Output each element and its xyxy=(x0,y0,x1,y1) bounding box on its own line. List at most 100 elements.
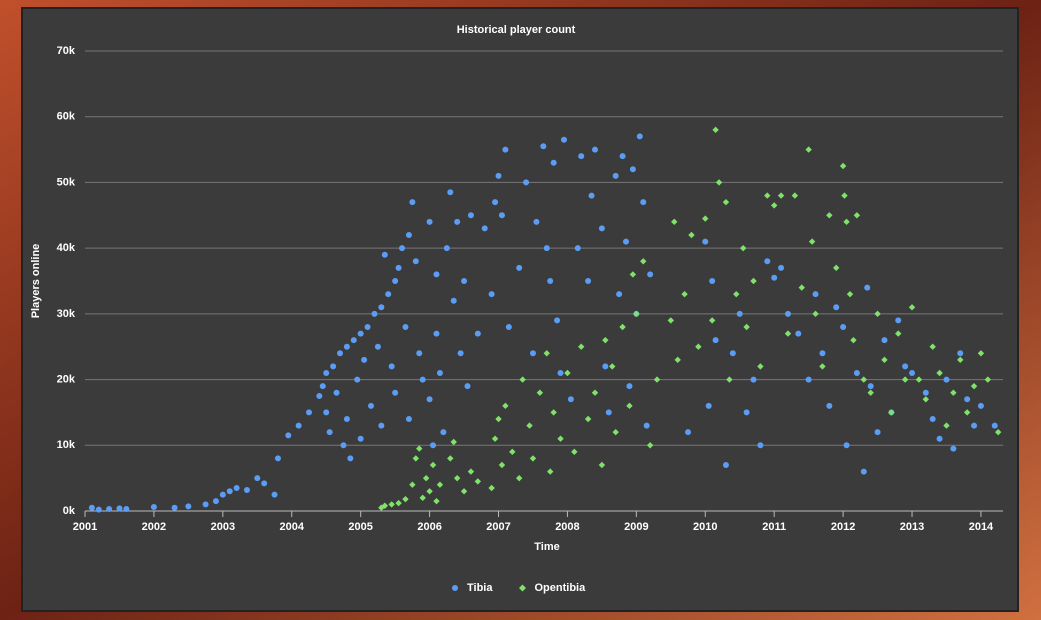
point xyxy=(640,199,647,206)
point xyxy=(150,504,157,511)
point xyxy=(350,337,357,344)
x-tick-label: 2009 xyxy=(624,521,648,533)
point xyxy=(516,264,523,271)
point xyxy=(371,310,378,317)
point xyxy=(426,488,433,495)
point xyxy=(702,238,709,245)
point xyxy=(554,317,561,324)
point xyxy=(598,461,606,469)
point xyxy=(567,396,574,403)
x-tick-label: 2014 xyxy=(969,521,994,533)
point xyxy=(685,429,692,436)
point xyxy=(826,402,833,409)
point xyxy=(491,435,499,442)
point xyxy=(523,179,530,186)
point xyxy=(505,324,512,330)
point xyxy=(388,363,395,370)
point xyxy=(233,485,240,491)
point xyxy=(957,350,964,357)
point xyxy=(226,488,233,495)
chart-title: Historical player count xyxy=(457,24,576,36)
point xyxy=(770,202,778,209)
point xyxy=(888,409,895,416)
point xyxy=(936,435,943,442)
point xyxy=(447,455,454,462)
point xyxy=(739,244,747,252)
point xyxy=(795,330,802,337)
point xyxy=(326,429,333,436)
point xyxy=(726,376,733,383)
point xyxy=(626,402,633,410)
point xyxy=(202,501,209,508)
point xyxy=(643,422,650,429)
point xyxy=(722,462,729,468)
point xyxy=(171,504,178,511)
point xyxy=(646,442,654,449)
point xyxy=(839,162,847,170)
point xyxy=(447,189,454,196)
point xyxy=(715,179,723,186)
point xyxy=(543,245,550,252)
point xyxy=(602,336,609,344)
point xyxy=(846,290,854,298)
point xyxy=(895,317,902,324)
point xyxy=(736,310,743,317)
point xyxy=(547,278,554,284)
point xyxy=(609,363,616,370)
point xyxy=(378,304,385,311)
x-axis-label: Time xyxy=(534,541,559,553)
point xyxy=(819,363,826,370)
point xyxy=(584,415,592,423)
point xyxy=(841,192,848,199)
point xyxy=(333,389,340,396)
point xyxy=(864,284,871,291)
point xyxy=(430,442,437,449)
point xyxy=(529,350,536,357)
point xyxy=(843,442,850,449)
point xyxy=(619,323,626,331)
point xyxy=(957,356,964,364)
point xyxy=(826,212,833,219)
point xyxy=(95,506,102,513)
point xyxy=(123,506,130,513)
point xyxy=(977,350,985,357)
point xyxy=(361,356,368,363)
point xyxy=(743,409,750,416)
point xyxy=(409,199,416,206)
point xyxy=(347,455,354,462)
point xyxy=(395,264,402,271)
point xyxy=(515,474,523,482)
point xyxy=(243,486,250,493)
legend-label: Tibia xyxy=(467,582,493,594)
point xyxy=(274,455,281,462)
point xyxy=(488,484,495,492)
point xyxy=(860,376,867,383)
point xyxy=(908,304,916,311)
point xyxy=(929,343,936,350)
point xyxy=(612,428,619,436)
point xyxy=(492,199,499,206)
point xyxy=(750,277,757,285)
point xyxy=(337,350,343,357)
point xyxy=(219,491,226,498)
point xyxy=(261,480,268,487)
point xyxy=(743,323,750,331)
y-tick-label: 70k xyxy=(57,45,76,57)
point xyxy=(564,369,571,377)
point xyxy=(464,383,471,390)
point xyxy=(591,389,599,396)
point xyxy=(429,461,437,469)
point xyxy=(374,343,381,350)
point xyxy=(412,258,419,265)
point xyxy=(529,455,537,462)
point xyxy=(540,143,547,150)
point xyxy=(316,393,323,399)
point xyxy=(777,192,785,199)
point xyxy=(467,212,474,219)
point xyxy=(805,146,812,153)
point xyxy=(757,442,764,449)
point xyxy=(712,126,719,134)
point xyxy=(88,504,95,511)
